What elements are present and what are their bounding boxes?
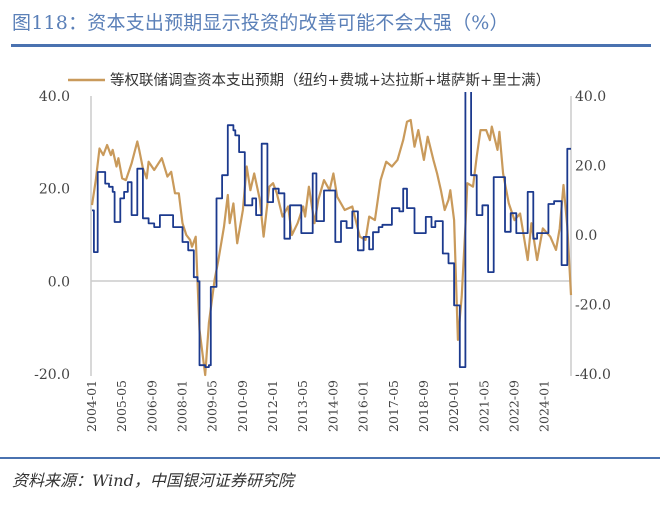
right-y-tick-label: -40.0	[575, 367, 611, 383]
x-tick-label: 2014-09	[325, 380, 340, 432]
series-line-capex-expectations	[90, 118, 573, 377]
x-tick-label: 2024-01	[537, 380, 552, 432]
left-y-tick-label: 0.0	[48, 274, 70, 290]
right-y-tick-label: -20.0	[575, 298, 611, 314]
x-tick-label: 2020-01	[446, 380, 461, 432]
left-y-tick-label: 40.0	[39, 89, 70, 105]
x-tick-label: 2012-01	[265, 380, 280, 432]
right-y-ticks: -40.0 -20.0 0.0 20.0 40.0	[575, 89, 611, 383]
legend-label: 等权联储调查资本支出预期（纽约+费城+达拉斯+堪萨斯+里士满）	[110, 71, 550, 89]
series-line-left-axis	[92, 92, 571, 368]
footer-divider	[0, 457, 660, 459]
source-note: 资料来源：Wind，中国银河证券研究院	[12, 471, 294, 490]
chart-title: 图118：资本支出预期显示投资的改善可能不会太强（%）	[12, 12, 509, 34]
x-tick-label: 2005-05	[114, 380, 129, 432]
x-tick-label: 2006-09	[144, 380, 159, 432]
right-y-tick-label: 20.0	[575, 159, 606, 175]
x-tick-label: 2010-09	[235, 380, 250, 432]
x-tick-label: 2016-01	[356, 380, 371, 432]
right-y-tick-label: 40.0	[575, 89, 606, 105]
x-tick-label: 2018-09	[416, 380, 431, 432]
x-tick-label: 2022-09	[506, 380, 521, 432]
line-chart: 等权联储调查资本支出预期（纽约+费城+达拉斯+堪萨斯+里士满） -20.0 0.0…	[34, 71, 611, 432]
title-divider	[11, 44, 651, 47]
x-tick-label: 2008-01	[175, 380, 190, 432]
x-tick-label: 2017-05	[386, 380, 401, 432]
left-y-tick-label: -20.0	[34, 367, 70, 383]
x-tick-label: 2004-01	[84, 380, 99, 432]
x-tick-label: 2021-05	[476, 380, 491, 432]
left-y-ticks: -20.0 0.0 20.0 40.0	[34, 89, 70, 383]
right-y-tick-label: 0.0	[575, 228, 597, 244]
x-ticks: 2004-01 2005-05 2006-09 2008-01 2009-05 2010-…	[84, 380, 552, 432]
x-tick-label: 2013-05	[295, 380, 310, 432]
series-group	[90, 92, 573, 377]
left-y-tick-label: 20.0	[39, 182, 70, 198]
x-tick-label: 2009-05	[205, 380, 220, 432]
